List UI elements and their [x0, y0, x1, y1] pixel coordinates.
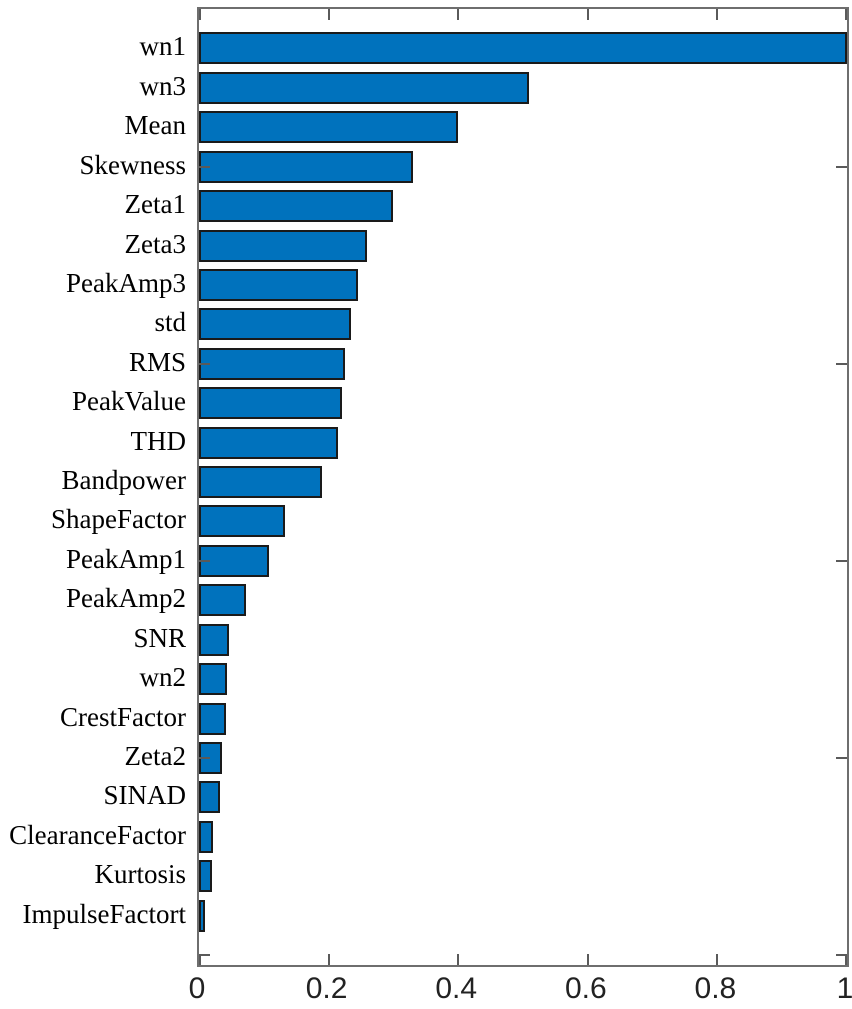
x-tick-top-0.2 — [327, 9, 330, 20]
x-tick-bottom-1 — [845, 954, 847, 965]
bar-wn1 — [199, 32, 847, 65]
y-tick-right-15 — [836, 362, 847, 365]
y-label-PeakValue: PeakValue — [72, 386, 186, 417]
plot-area — [197, 7, 849, 967]
y-label-ImpulseFactort: ImpulseFactort — [22, 898, 186, 929]
x-tick-bottom-0 — [199, 954, 201, 965]
y-label-wn3: wn3 — [139, 70, 187, 101]
y-tick-left-20 — [199, 165, 210, 168]
bar-THD — [199, 426, 338, 459]
bar-std — [199, 308, 351, 341]
x-axis-tick-labels: 0 0.2 0.4 0.6 0.8 1 — [189, 972, 852, 1008]
y-label-PeakAmp3: PeakAmp3 — [66, 267, 186, 298]
y-axis-category-labels: wn1 wn3 Mean Skewness Zeta1 Zeta3 PeakAmp3 std R… — [0, 7, 186, 963]
y-label-Skewness: Skewness — [79, 149, 187, 180]
y-tick-right-20 — [836, 165, 847, 168]
x-tick-bottom-0.4 — [457, 954, 460, 965]
bar-PeakAmp2 — [199, 584, 246, 617]
y-tick-left-15 — [199, 362, 210, 365]
y-tick-right-5 — [836, 757, 847, 760]
bar-wn3 — [199, 71, 529, 104]
y-label-wn2: wn2 — [139, 662, 187, 693]
y-label-wn1: wn1 — [139, 31, 187, 62]
bar-Zeta1 — [199, 190, 393, 223]
bar-RMS — [199, 347, 345, 380]
y-label-Zeta1: Zeta1 — [124, 189, 186, 220]
y-label-ClearanceFactor: ClearanceFactor — [9, 819, 186, 850]
y-label-CrestFactor: CrestFactor — [60, 701, 186, 732]
bar-ImpulseFactort — [199, 899, 205, 932]
y-label-ShapeFactor: ShapeFactor — [51, 504, 186, 535]
bar-PeakValue — [199, 387, 342, 420]
bar-Bandpower — [199, 466, 322, 499]
y-label-PeakAmp1: PeakAmp1 — [66, 543, 186, 574]
y-tick-left-10 — [199, 559, 210, 562]
y-tick-right-10 — [836, 559, 847, 562]
x-tick-top-0.6 — [586, 9, 589, 20]
bar-Kurtosis — [199, 860, 212, 893]
y-label-Kurtosis: Kurtosis — [94, 859, 186, 890]
x-tick-top-0.4 — [457, 9, 460, 20]
y-label-PeakAmp2: PeakAmp2 — [66, 583, 186, 614]
x-tick-bottom-0.2 — [327, 954, 330, 965]
x-tick-bottom-0.6 — [586, 954, 589, 965]
x-tick-label-0.2: 0.2 — [305, 972, 348, 1005]
y-tick-left-0 — [199, 954, 210, 957]
x-tick-label-0.8: 0.8 — [694, 972, 737, 1005]
x-tick-top-1 — [845, 9, 847, 20]
y-label-Bandpower: Bandpower — [61, 465, 186, 496]
bar-wn2 — [199, 663, 227, 696]
x-tick-bottom-0.8 — [716, 954, 719, 965]
y-label-SINAD: SINAD — [103, 780, 186, 811]
bar-CrestFactor — [199, 702, 226, 735]
bar-Zeta3 — [199, 229, 367, 262]
x-tick-top-0.8 — [716, 9, 719, 20]
y-label-std: std — [154, 307, 186, 338]
x-tick-top-0 — [199, 9, 201, 20]
bar-SNR — [199, 623, 229, 656]
bar-Skewness — [199, 150, 413, 183]
bar-PeakAmp1 — [199, 544, 269, 577]
y-label-Mean: Mean — [124, 110, 186, 141]
y-label-Zeta3: Zeta3 — [124, 228, 186, 259]
y-label-SNR: SNR — [133, 622, 186, 653]
x-tick-label-0.6: 0.6 — [564, 972, 607, 1005]
y-tick-left-5 — [199, 757, 210, 760]
y-label-Zeta2: Zeta2 — [124, 741, 186, 772]
y-label-RMS: RMS — [128, 346, 186, 377]
bar-ShapeFactor — [199, 505, 285, 538]
bar-SINAD — [199, 781, 220, 814]
x-tick-label-0.4: 0.4 — [435, 972, 478, 1005]
bar-ClearanceFactor — [199, 820, 213, 853]
y-label-THD: THD — [130, 425, 187, 456]
x-tick-label-1: 1 — [836, 972, 852, 1005]
bar-Mean — [199, 111, 458, 144]
y-tick-right-0 — [836, 954, 847, 957]
bar-PeakAmp3 — [199, 268, 358, 301]
x-tick-label-0: 0 — [188, 972, 206, 1005]
